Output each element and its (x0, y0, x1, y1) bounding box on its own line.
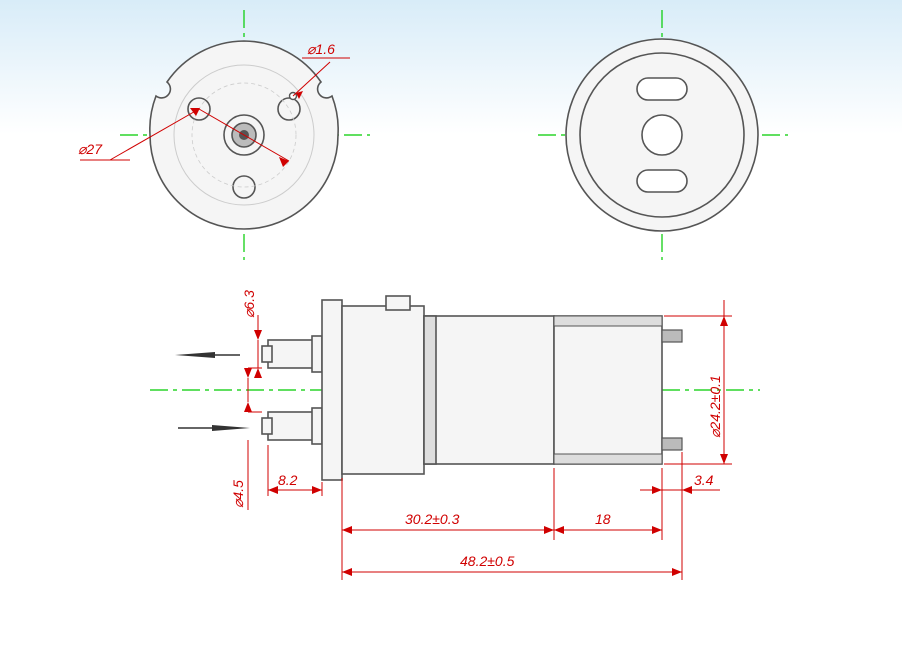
dim-label-d16: ⌀1.6 (307, 41, 335, 57)
back-slot-bottom (637, 170, 687, 192)
technical-drawing: ⌀1.6 ⌀27 (0, 0, 902, 671)
dim-label-d242: ⌀24.2±0.1 (707, 375, 723, 438)
flow-arrow-in (212, 425, 250, 431)
dim-d63: ⌀6.3 (241, 290, 262, 378)
dim-label-18: 18 (595, 511, 611, 527)
dim-label-482: 48.2±0.5 (460, 553, 515, 569)
dim-18: 18 (554, 468, 662, 540)
terminal-top (662, 330, 682, 342)
dim-label-302: 30.2±0.3 (405, 511, 460, 527)
dim-label-d63: ⌀6.3 (241, 290, 257, 318)
terminal-bottom (662, 438, 682, 450)
motor-body (554, 316, 662, 464)
back-slot-top (637, 78, 687, 100)
dim-482: 48.2±0.5 (342, 500, 682, 580)
flow-arrow-out (175, 352, 215, 358)
front-view: ⌀1.6 ⌀27 (78, 10, 370, 260)
nozzle-bottom (262, 408, 322, 444)
pump-flange (322, 300, 342, 480)
side-view: ⌀6.3 ⌀4.5 8.2 30.2±0.3 (150, 290, 760, 580)
nozzle-top (262, 336, 322, 372)
mid-step (424, 316, 436, 464)
dim-302: 30.2±0.3 (342, 468, 554, 540)
motor-top-band (554, 316, 662, 326)
dim-d45: ⌀4.5 (230, 368, 262, 510)
mount-hole-3 (278, 98, 300, 120)
back-view (538, 10, 788, 260)
dim-label-34: 3.4 (694, 472, 714, 488)
mid-body (424, 316, 554, 464)
pump-head-body (342, 306, 424, 474)
mount-hole-1 (233, 176, 255, 198)
dim-label-d27: ⌀27 (78, 141, 103, 157)
dim-label-82: 8.2 (278, 472, 298, 488)
dim-label-d45: ⌀4.5 (230, 480, 246, 508)
motor-bot-band (554, 454, 662, 464)
pump-top-tab (386, 296, 410, 310)
back-center-hole (642, 115, 682, 155)
dim-82: 8.2 (268, 445, 322, 496)
